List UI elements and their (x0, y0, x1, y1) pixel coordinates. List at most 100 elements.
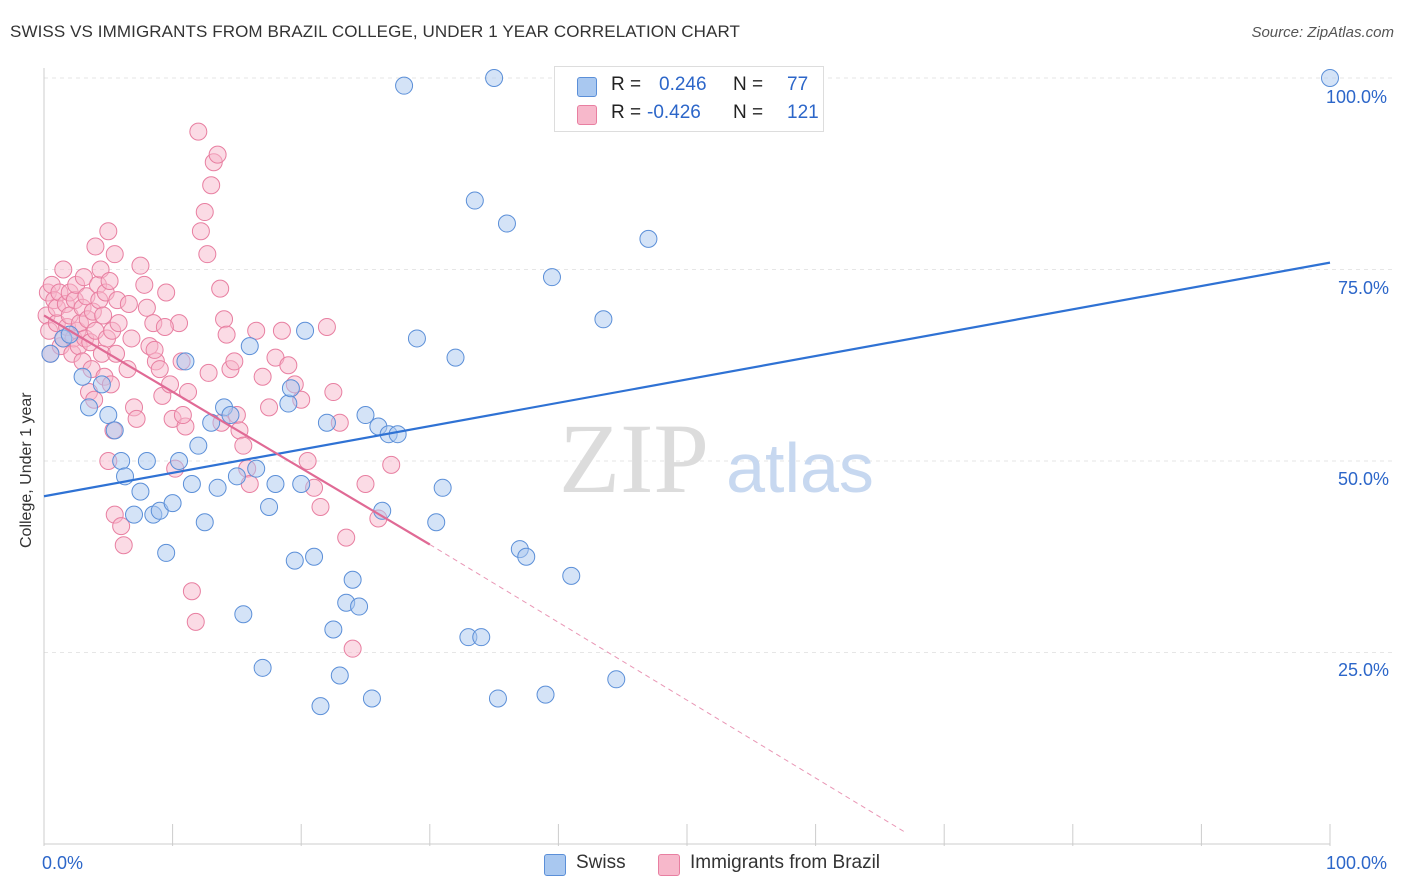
r-label: R = (611, 102, 642, 123)
chart-title: SWISS VS IMMIGRANTS FROM BRAZIL COLLEGE,… (10, 22, 741, 41)
swiss-point (542, 268, 561, 287)
y-axis-title: College, Under 1 year (18, 392, 35, 548)
swiss-point (465, 191, 484, 210)
swiss-point (105, 421, 124, 440)
brazil-point (186, 612, 205, 631)
brazil-point (317, 317, 336, 336)
swiss-swatch (577, 77, 597, 97)
brazil-point (191, 222, 210, 241)
brazil-point (189, 122, 208, 141)
x-max-label: 100.0% (1326, 853, 1388, 873)
brazil-point (137, 298, 156, 317)
swiss-point (131, 482, 150, 501)
brazil-point (253, 367, 272, 386)
swiss-point (163, 494, 182, 513)
swiss-point (497, 214, 516, 233)
axes (43, 68, 1331, 846)
brazil-point (260, 398, 279, 417)
swiss-point (343, 570, 362, 589)
brazil-point (94, 306, 113, 325)
swiss-point (221, 406, 240, 425)
brazil-point (54, 260, 73, 279)
n-label: N = (733, 74, 764, 95)
swiss-point (446, 348, 465, 367)
brazil-point (150, 360, 169, 379)
swiss-point (234, 605, 253, 624)
swiss-point (472, 628, 491, 647)
swiss-point (202, 413, 221, 432)
swiss-point (137, 452, 156, 470)
n-value: 121 (787, 102, 819, 123)
legend-label-brazil: Immigrants from Brazil (690, 852, 881, 873)
y-tick-label-100: 100.0% (1326, 87, 1388, 107)
swiss-point (296, 321, 315, 340)
swiss-point (73, 367, 92, 386)
brazil-point (337, 528, 356, 547)
brazil-point (112, 517, 131, 536)
brazil-point (225, 352, 244, 371)
r-label: R = (611, 74, 642, 95)
brazil-point (74, 268, 93, 287)
swiss-point (260, 497, 279, 516)
source-label: Source: ZipAtlas.com (1251, 24, 1394, 41)
y-tick-label-50: 50.0% (1338, 469, 1390, 489)
gridlines (44, 77, 1392, 653)
swiss-point (80, 398, 99, 417)
brazil-point (135, 275, 154, 294)
series-swiss (41, 69, 1339, 716)
brazil-point (131, 256, 150, 275)
brazil-point (215, 310, 234, 329)
brazil-point (217, 325, 236, 344)
swiss-point (189, 436, 208, 455)
swiss-point (356, 406, 375, 425)
swiss-point (99, 406, 118, 425)
brazil-trend-extension (429, 544, 906, 833)
r-value: -0.426 (647, 102, 701, 123)
swiss-point (292, 474, 311, 493)
watermark-atlas: atlas (726, 429, 874, 507)
swiss-point (427, 513, 446, 532)
brazil-point (199, 363, 218, 382)
swiss-point (607, 670, 626, 689)
swiss-point (305, 547, 324, 566)
brazil-point (99, 222, 118, 241)
swiss-point (433, 478, 452, 497)
brazil-point (343, 639, 362, 658)
brazil-point (234, 436, 253, 455)
brazil-point (324, 383, 343, 402)
swiss-point (208, 478, 227, 497)
swiss-point (157, 543, 176, 562)
brazil-point (105, 245, 124, 264)
swiss-point (125, 505, 144, 524)
swiss-point (362, 689, 381, 708)
brazil-point (127, 409, 146, 428)
brazil-point (119, 294, 138, 313)
swiss-point (240, 337, 259, 356)
swiss-point (324, 620, 343, 639)
swiss-point (594, 310, 613, 329)
brazil-point (195, 203, 214, 222)
brazil-point (211, 279, 230, 298)
swiss-point (92, 375, 111, 394)
brazil-point (272, 321, 291, 340)
n-label: N = (733, 102, 764, 123)
swiss-point (112, 452, 131, 470)
brazil-point (109, 314, 128, 333)
swiss-point (170, 452, 189, 470)
swiss-point (536, 685, 555, 704)
stats-legend: R = 0.246 N = 77 R = -0.426 N = 121 (554, 66, 824, 132)
swiss-swatch (544, 854, 566, 876)
x-min-label: 0.0% (42, 853, 84, 873)
swiss-point (285, 551, 304, 570)
brazil-point (114, 536, 133, 555)
trend-lines (43, 261, 1331, 833)
watermark: ZIP atlas (559, 403, 874, 514)
swiss-point (182, 474, 201, 493)
swiss-point (266, 474, 285, 493)
brazil-point (208, 145, 227, 164)
swiss-point (488, 689, 507, 708)
brazil-point (145, 340, 164, 359)
brazil-point (182, 582, 201, 601)
swiss-point (330, 666, 349, 685)
